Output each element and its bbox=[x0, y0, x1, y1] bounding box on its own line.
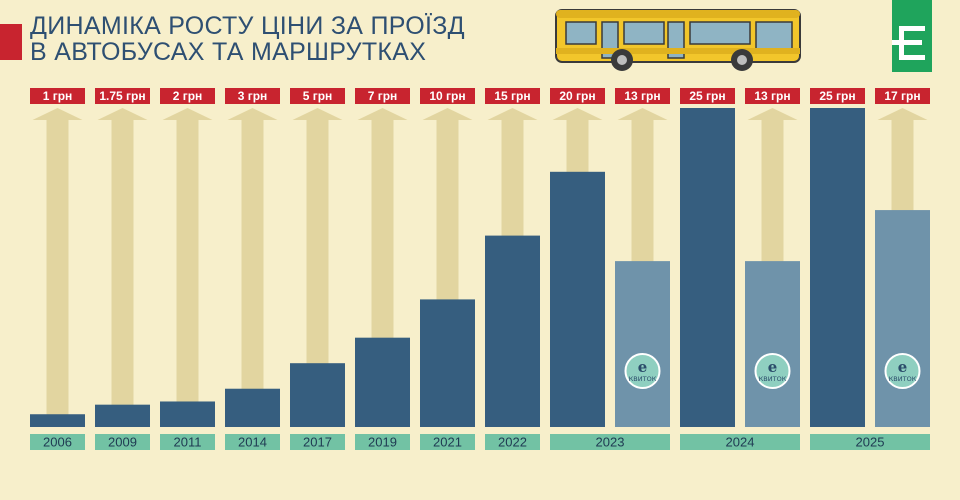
trend-arrow bbox=[32, 108, 83, 420]
eticket-badge-label: КВИТОК bbox=[889, 375, 917, 383]
price-label: 20 грн bbox=[559, 89, 595, 103]
price-label-box bbox=[160, 88, 215, 104]
price-label-box bbox=[420, 88, 475, 104]
price-label-box bbox=[290, 88, 345, 104]
price-label-box bbox=[95, 88, 150, 104]
year-label: 2011 bbox=[174, 435, 202, 450]
eticket-badge-letter: e bbox=[768, 358, 778, 376]
price-label-box bbox=[680, 88, 735, 104]
bus-illustration bbox=[555, 9, 801, 71]
year-label: 2023 bbox=[596, 435, 625, 450]
eticket-badge-letter: e bbox=[898, 358, 908, 376]
eticket-badge-circle bbox=[754, 353, 791, 389]
price-label: 17 грн bbox=[884, 89, 920, 103]
year-label: 2024 bbox=[726, 435, 755, 450]
price-label-box bbox=[615, 88, 670, 104]
price-label-box bbox=[485, 88, 540, 104]
year-label: 2009 bbox=[108, 435, 137, 450]
price-label-box bbox=[875, 88, 930, 104]
price-label: 25 грн bbox=[819, 89, 855, 103]
price-label: 15 грн bbox=[494, 89, 530, 103]
year-label: 2021 bbox=[433, 435, 462, 450]
eticket-price-bar bbox=[615, 261, 670, 427]
eticket-price-bar bbox=[875, 210, 930, 427]
price-label: 5 грн bbox=[303, 89, 333, 103]
eticket-badge-circle bbox=[624, 353, 661, 389]
cash-price-bar bbox=[550, 171, 605, 427]
year-label: 2006 bbox=[43, 435, 72, 450]
eticket-badge-label: КВИТОК bbox=[759, 375, 787, 383]
chart-title-line-1: ДИНАМІКА РОСТУ ЦІНИ ЗА ПРОЇЗД bbox=[30, 12, 465, 40]
publisher-logo bbox=[892, 0, 932, 72]
year-label-box bbox=[550, 434, 670, 450]
cash-price-bar bbox=[485, 235, 540, 427]
trend-arrow bbox=[97, 108, 148, 420]
chart-title: ДИНАМІКА РОСТУ ЦІНИ ЗА ПРОЇЗД В АВТОБУСА… bbox=[30, 13, 465, 65]
year-label-box bbox=[485, 434, 540, 450]
price-label: 3 грн bbox=[238, 89, 268, 103]
price-label-box bbox=[810, 88, 865, 104]
year-label-box bbox=[225, 434, 280, 450]
price-label: 13 грн bbox=[754, 89, 790, 103]
price-label: 1 грн bbox=[43, 89, 73, 103]
eticket-badge-circle bbox=[884, 353, 921, 389]
cash-price-bar bbox=[160, 401, 215, 427]
cash-price-bar bbox=[355, 337, 410, 427]
price-label: 7 грн bbox=[368, 89, 398, 103]
cash-price-bar bbox=[810, 108, 865, 427]
cash-price-bar bbox=[290, 363, 345, 427]
cash-price-bar bbox=[680, 108, 735, 427]
eticket-badge-letter: e bbox=[638, 358, 648, 376]
year-label-box bbox=[290, 434, 345, 450]
price-label: 2 грн bbox=[173, 89, 203, 103]
year-label: 2014 bbox=[238, 435, 267, 450]
cash-price-bar bbox=[95, 404, 150, 427]
cash-price-bar bbox=[30, 414, 85, 427]
year-label: 2019 bbox=[368, 435, 397, 450]
price-label-box bbox=[225, 88, 280, 104]
price-label-box bbox=[745, 88, 800, 104]
trend-arrow bbox=[357, 108, 408, 420]
cash-price-bar bbox=[225, 388, 280, 427]
price-label-box bbox=[355, 88, 410, 104]
trend-arrow bbox=[227, 108, 278, 420]
year-label-box bbox=[810, 434, 930, 450]
price-label: 10 грн bbox=[429, 89, 465, 103]
year-label: 2017 bbox=[303, 435, 332, 450]
price-label-box bbox=[550, 88, 605, 104]
year-label: 2025 bbox=[856, 435, 885, 450]
year-label-box bbox=[420, 434, 475, 450]
trend-arrow bbox=[162, 108, 213, 420]
price-label: 25 грн bbox=[689, 89, 725, 103]
eticket-price-bar bbox=[745, 261, 800, 427]
price-label: 1.75 грн bbox=[99, 89, 145, 103]
year-label-box bbox=[95, 434, 150, 450]
price-label: 13 грн bbox=[624, 89, 660, 103]
year-label-box bbox=[355, 434, 410, 450]
price-label-box bbox=[30, 88, 85, 104]
cash-price-bar bbox=[420, 299, 475, 427]
eticket-badge-label: КВИТОК bbox=[629, 375, 657, 383]
trend-arrow bbox=[422, 108, 473, 420]
year-label-box bbox=[30, 434, 85, 450]
year-label-box bbox=[680, 434, 800, 450]
trend-arrow bbox=[292, 108, 343, 420]
year-label: 2022 bbox=[498, 435, 527, 450]
title-accent-bar bbox=[0, 24, 22, 60]
chart-title-line-2: В АВТОБУСАХ ТА МАРШРУТКАХ bbox=[30, 38, 427, 66]
year-label-box bbox=[160, 434, 215, 450]
